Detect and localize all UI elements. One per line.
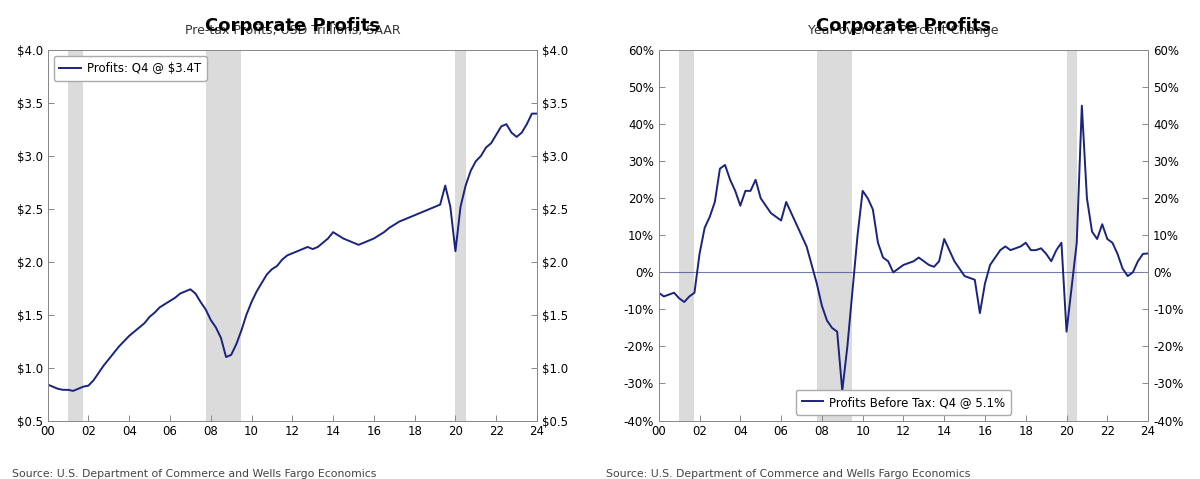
Title: Corporate Profits: Corporate Profits <box>816 17 991 34</box>
Bar <box>817 50 852 421</box>
Bar <box>205 50 241 421</box>
Text: Source: U.S. Department of Commerce and Wells Fargo Economics: Source: U.S. Department of Commerce and … <box>12 469 377 479</box>
Text: Pre-tax Profits, USD Trillions, SAAR: Pre-tax Profits, USD Trillions, SAAR <box>185 24 400 37</box>
Bar <box>456 50 466 421</box>
Bar <box>68 50 83 421</box>
Title: Corporate Profits: Corporate Profits <box>205 17 380 34</box>
Text: Source: U.S. Department of Commerce and Wells Fargo Economics: Source: U.S. Department of Commerce and … <box>606 469 971 479</box>
Bar <box>679 50 695 421</box>
Legend: Profits Before Tax: Q4 @ 5.1%: Profits Before Tax: Q4 @ 5.1% <box>796 390 1010 415</box>
Text: Year-over-Year Percent Change: Year-over-Year Percent Change <box>808 24 998 37</box>
Bar <box>1067 50 1076 421</box>
Legend: Profits: Q4 @ $3.4T: Profits: Q4 @ $3.4T <box>54 56 206 81</box>
